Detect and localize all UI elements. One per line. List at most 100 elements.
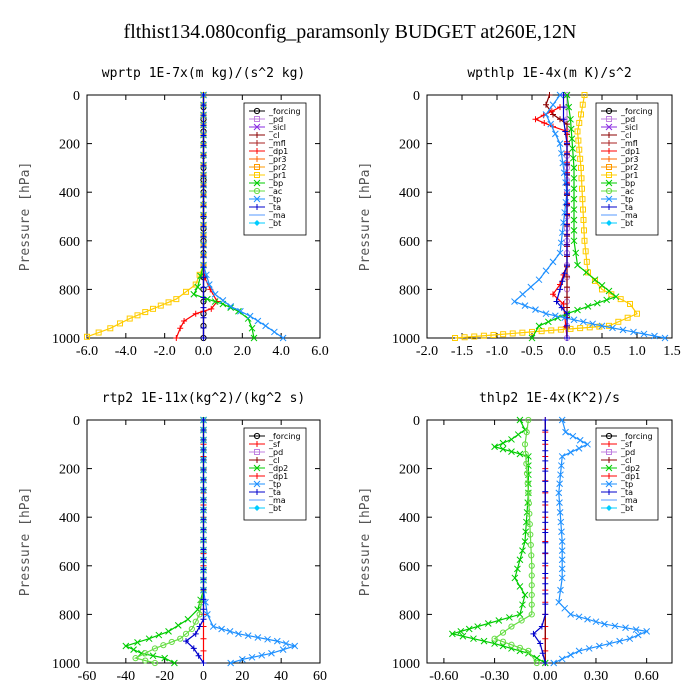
data-point — [551, 130, 559, 138]
data-point — [598, 322, 606, 330]
data-point — [200, 446, 207, 453]
data-point — [542, 427, 549, 434]
data-point — [567, 449, 574, 456]
panel-title: thlp2 1E-4x(K^2)/s — [479, 391, 620, 406]
data-point — [173, 296, 180, 303]
series-ta — [183, 417, 207, 666]
legend-entry: _ma — [268, 496, 286, 505]
data-point — [197, 272, 204, 280]
legend-marker — [254, 140, 260, 146]
legend-entry: _bt — [620, 504, 633, 513]
legend-marker — [253, 187, 261, 195]
data-point — [542, 550, 549, 557]
data-point — [491, 640, 498, 647]
data-point — [522, 450, 529, 458]
legend-entry: _sicl — [620, 123, 638, 132]
legend-entry: _bt — [620, 219, 633, 228]
data-point — [122, 642, 130, 650]
data-point — [525, 489, 532, 496]
data-point — [200, 223, 207, 230]
data-point — [605, 287, 613, 295]
data-point — [564, 160, 570, 167]
legend: _forcing_sf_pd_cl_dp2_dp1_tp_ta_ma_bt — [595, 427, 659, 521]
data-point — [567, 611, 574, 618]
legend-entry: _dp1 — [268, 472, 288, 481]
legend-entry: _dp1 — [620, 147, 640, 156]
data-point — [542, 529, 549, 536]
legend-box — [243, 427, 307, 521]
series-line — [86, 95, 205, 338]
y-tick-label: 400 — [59, 186, 80, 201]
data-point — [509, 330, 516, 337]
data-point — [584, 440, 591, 448]
data-point — [200, 324, 207, 331]
data-point — [499, 445, 507, 453]
data-point — [192, 630, 199, 637]
data-point — [542, 488, 549, 495]
data-point — [576, 146, 583, 153]
x-tick-label: 40 — [274, 669, 288, 684]
data-point — [542, 590, 549, 597]
data-point — [542, 498, 549, 505]
legend-marker — [606, 156, 612, 162]
data-point — [218, 625, 225, 633]
data-point — [542, 601, 549, 608]
data-point — [556, 499, 563, 506]
data-point — [529, 328, 535, 335]
data-point — [542, 519, 549, 526]
data-point — [557, 471, 564, 479]
data-point — [567, 115, 574, 123]
data-point — [200, 516, 207, 523]
data-point — [200, 183, 207, 190]
data-point — [200, 213, 207, 220]
x-tick-label: 1.0 — [628, 344, 646, 359]
legend-marker — [253, 432, 261, 440]
data-point — [474, 623, 482, 630]
plot-frame — [426, 419, 673, 664]
data-point — [519, 329, 526, 336]
data-point — [500, 331, 507, 338]
data-point — [575, 613, 583, 621]
data-point — [557, 326, 564, 333]
legend-entry: _mfl — [268, 139, 286, 148]
panel-title: wprtp 1E-7x(m kg)/(s^2 kg) — [102, 66, 306, 81]
data-point — [535, 322, 543, 330]
y-tick-label: 400 — [399, 511, 420, 526]
legend-entry: _pr1 — [268, 171, 286, 180]
data-point — [117, 320, 124, 327]
data-point — [200, 486, 207, 493]
data-point — [181, 317, 188, 324]
y-tick-label: 600 — [399, 560, 420, 575]
data-point — [558, 574, 566, 582]
x-tick-label: -2.0 — [154, 344, 176, 359]
data-point — [549, 258, 557, 266]
legend-entry: _pr3 — [620, 155, 638, 164]
data-point — [542, 539, 549, 546]
data-point — [208, 305, 215, 312]
legend-marker — [606, 489, 612, 495]
legend-entry: _tp — [620, 195, 633, 204]
data-point — [557, 462, 565, 469]
data-point — [580, 206, 586, 213]
data-point — [556, 91, 564, 99]
y-axis-label: Pressure [hPa] — [358, 162, 373, 272]
data-point — [601, 620, 608, 628]
data-point — [548, 327, 555, 334]
data-point — [574, 261, 581, 269]
data-point — [134, 312, 141, 319]
data-point — [626, 635, 634, 643]
data-point — [542, 580, 549, 587]
data-point — [553, 298, 560, 305]
x-tick-label: -60 — [78, 669, 97, 684]
data-point — [519, 601, 526, 609]
data-point — [570, 174, 578, 182]
data-point — [491, 443, 498, 451]
legend-entry: _cl — [268, 456, 280, 465]
data-point — [157, 302, 164, 309]
data-point — [200, 536, 207, 543]
data-point — [533, 659, 540, 667]
data-point — [516, 583, 524, 590]
y-tick-label: 800 — [59, 283, 80, 298]
data-point — [528, 601, 535, 608]
panel-title: wpthlp 1E-4x(m K)/s^2 — [467, 66, 631, 81]
